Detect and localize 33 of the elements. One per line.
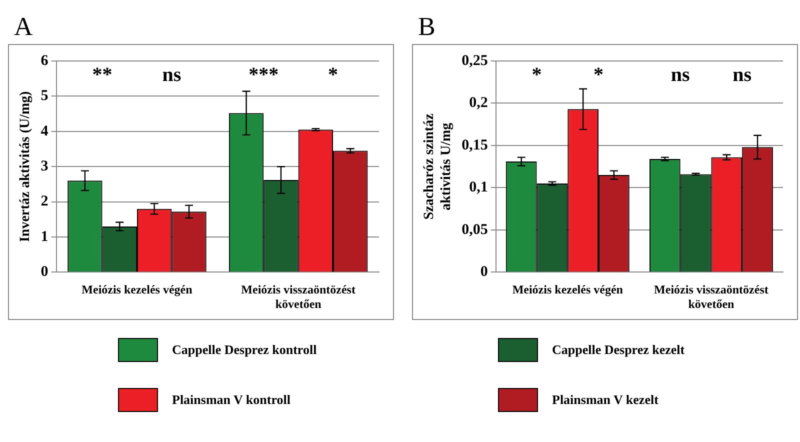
x-tick-label: Meiózis visszaöntözést követően: [654, 282, 768, 311]
y-tick-label: 0,25: [462, 52, 488, 69]
y-axis-title: Invertáz aktivitás (U/mg): [18, 90, 34, 242]
y-tick-label: 0: [40, 264, 48, 280]
annotation: **: [92, 64, 112, 86]
legend-label: Plainsman V kontroll: [172, 392, 290, 408]
y-tick-label: 0: [480, 264, 488, 280]
y-tick-label: 0,1: [469, 180, 488, 196]
annotation: *: [594, 64, 604, 86]
chart-title: A: [14, 12, 33, 42]
y-tick-label: 1: [40, 228, 48, 245]
annotation: *: [532, 64, 542, 86]
chart-title: B: [418, 12, 436, 42]
y-tick-label: 4: [40, 123, 49, 140]
y-axis-title: Szacharóz szintáz aktivitás U/mg: [422, 114, 454, 220]
y-tick-label: 2: [40, 194, 48, 210]
x-tick-label: Meiózis visszaöntözést követően: [241, 282, 356, 311]
legend-label: Cappelle Desprez kezelt: [552, 342, 685, 358]
legend-label: Cappelle Desprez kontroll: [172, 342, 317, 358]
annotation: ***: [248, 64, 279, 86]
x-tick-label: Meiózis kezelés végén: [512, 282, 624, 296]
legend-label: Plainsman V kezelt: [552, 392, 658, 408]
y-tick-label: 6: [40, 52, 49, 69]
y-tick-label: 0,05: [462, 222, 488, 238]
annotation: ns: [670, 64, 690, 86]
x-tick-label: Meiózis kezelés végén: [82, 282, 193, 296]
y-tick-label: 5: [40, 88, 48, 104]
y-tick-label: 3: [40, 158, 48, 174]
y-tick-label: 0,15: [462, 137, 488, 154]
annotation: *: [328, 64, 338, 86]
y-tick-label: 0,2: [469, 95, 488, 112]
annotation: ns: [162, 64, 182, 86]
annotation: ns: [732, 64, 752, 86]
